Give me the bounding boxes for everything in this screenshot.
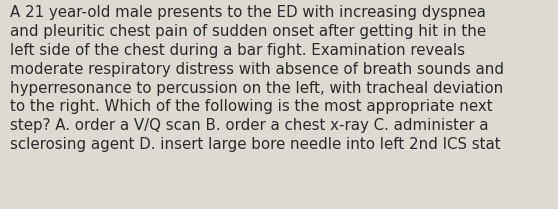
Text: A 21 year-old male presents to the ED with increasing dyspnea
and pleuritic ches: A 21 year-old male presents to the ED wi… (10, 5, 504, 152)
